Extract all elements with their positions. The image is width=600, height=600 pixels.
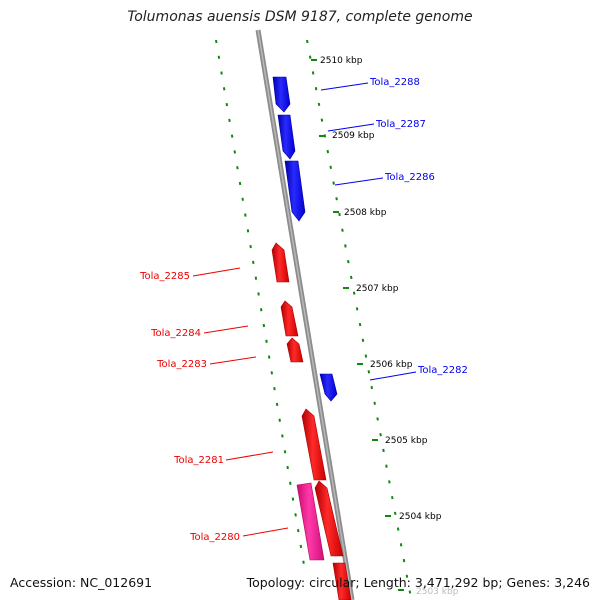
gene-label: Tola_2280 — [189, 532, 240, 543]
ruler-tick-label: 2503 kbp — [416, 587, 459, 597]
gene-tola-2288[interactable]: Tola_2288 — [272, 76, 420, 113]
gene-partial — [332, 562, 352, 600]
ruler-tick-label: 2508 kbp — [344, 208, 387, 218]
genome-summary: Topology: circular; Length: 3,471,292 bp… — [246, 575, 590, 590]
gene-label: Tola_2281 — [173, 455, 224, 466]
gene-tola-2285[interactable]: Tola_2285 — [139, 242, 290, 283]
gene-tola-2286[interactable]: Tola_2286 — [284, 160, 435, 222]
ruler-tick-label: 2510 kbp — [320, 56, 363, 66]
map-title: Tolumonas auensis DSM 9187, complete gen… — [127, 9, 473, 25]
gene-tola-2282[interactable]: Tola_2282 — [319, 365, 468, 402]
gene-tola-2280[interactable]: Tola_2280 — [189, 480, 344, 561]
gene-label: Tola_2286 — [384, 172, 435, 183]
ruler: 2510 kbp 2509 kbp 2508 kbp 2507 kbp 2506… — [311, 56, 459, 597]
gene-label: Tola_2284 — [150, 328, 201, 339]
ruler-tick-label: 2504 kbp — [399, 512, 442, 522]
gene-label: Tola_2285 — [139, 271, 190, 282]
ruler-tick-label: 2509 kbp — [332, 131, 375, 141]
gene-tola-2287[interactable]: Tola_2287 — [277, 114, 426, 160]
gene-label: Tola_2283 — [156, 359, 207, 370]
ruler-tick-label: 2506 kbp — [370, 360, 413, 370]
ruler-tick-label: 2507 kbp — [356, 284, 399, 294]
gene-tola-2284[interactable]: Tola_2284 — [150, 300, 299, 339]
gene-tola-2281[interactable]: Tola_2281 — [173, 408, 327, 481]
accession-label: Accession: NC_012691 — [10, 575, 153, 590]
gene-label: Tola_2282 — [417, 365, 468, 376]
gene-label: Tola_2287 — [375, 119, 426, 130]
gene-tola-2283[interactable]: Tola_2283 — [156, 337, 304, 370]
gene-label: Tola_2288 — [369, 77, 420, 88]
ruler-tick-label: 2505 kbp — [385, 436, 428, 446]
